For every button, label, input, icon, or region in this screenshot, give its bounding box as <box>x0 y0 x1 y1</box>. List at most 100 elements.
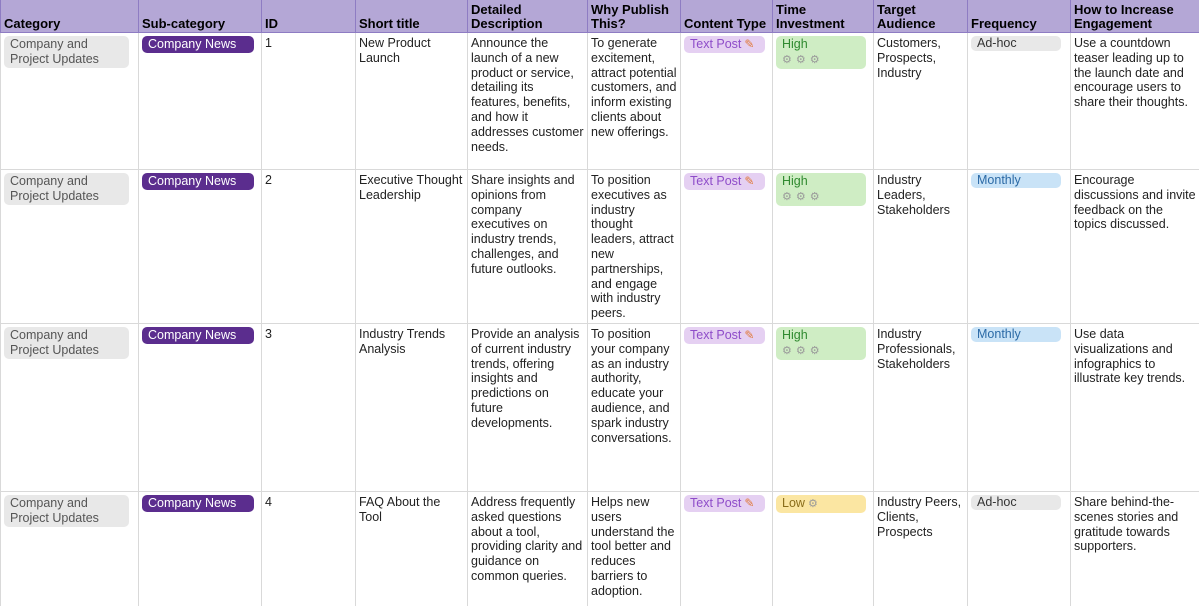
cell-time-investment[interactable]: High ⚙⚙⚙ <box>772 323 874 492</box>
engagement-value: Share behind-the-scenes stories and grat… <box>1074 494 1179 554</box>
header-id[interactable]: ID <box>261 0 356 33</box>
cell-target-audience[interactable]: Industry Peers, Clients, Prospects <box>873 491 968 606</box>
engagement-value: Use a countdown teaser leading up to the… <box>1074 36 1188 110</box>
subcategory-chip[interactable]: Company News <box>142 173 254 190</box>
cell-target-audience[interactable]: Customers, Prospects, Industry <box>873 32 968 170</box>
subcategory-chip[interactable]: Company News <box>142 36 254 53</box>
cell-subcategory[interactable]: Company News <box>138 32 262 170</box>
frequency-chip[interactable]: Monthly <box>971 173 1061 188</box>
cell-id[interactable]: 1 <box>261 32 356 170</box>
cell-content-type[interactable]: Text Post ✎ <box>680 323 773 492</box>
cell-subcategory[interactable]: Company News <box>138 491 262 606</box>
time-investment-label: Low <box>782 495 805 510</box>
cell-target-audience[interactable]: Industry Leaders, Stakeholders <box>873 169 968 324</box>
audience-value: Industry Professionals, Stakeholders <box>877 326 956 371</box>
cell-frequency[interactable]: Monthly <box>967 169 1071 324</box>
frequency-label: Monthly <box>977 173 1021 187</box>
time-investment-label: High <box>782 174 808 188</box>
cell-description[interactable]: Announce the launch of a new product or … <box>467 32 588 170</box>
header-short-title[interactable]: Short title <box>355 0 468 33</box>
header-time-investment[interactable]: Time Investment <box>772 0 874 33</box>
table-row[interactable]: Company and Project Updates Company News… <box>0 32 1199 170</box>
cell-content-type[interactable]: Text Post ✎ <box>680 32 773 170</box>
cell-short-title[interactable]: Executive Thought Leadership <box>355 169 468 324</box>
header-subcategory[interactable]: Sub-category <box>138 0 262 33</box>
cell-category[interactable]: Company and Project Updates <box>0 32 139 170</box>
category-chip[interactable]: Company and Project Updates <box>4 36 129 68</box>
cell-engagement[interactable]: Share behind-the-scenes stories and grat… <box>1070 491 1199 606</box>
cell-frequency[interactable]: Ad-hoc <box>967 491 1071 606</box>
cell-frequency[interactable]: Ad-hoc <box>967 32 1071 170</box>
time-investment-chip[interactable]: High ⚙⚙⚙ <box>776 326 866 360</box>
cell-subcategory[interactable]: Company News <box>138 169 262 324</box>
cell-short-title[interactable]: Industry Trends Analysis <box>355 323 468 492</box>
header-why-publish[interactable]: Why Publish This? <box>587 0 681 33</box>
cell-short-title[interactable]: FAQ About the Tool <box>355 491 468 606</box>
cell-description[interactable]: Share insights and opinions from company… <box>467 169 588 324</box>
cell-engagement[interactable]: Encourage discussions and invite feedbac… <box>1070 169 1199 324</box>
cell-short-title[interactable]: New Product Launch <box>355 32 468 170</box>
header-category[interactable]: Category <box>0 0 139 33</box>
content-type-chip[interactable]: Text Post ✎ <box>684 494 765 512</box>
content-type-label: Text Post <box>690 37 742 51</box>
cell-category[interactable]: Company and Project Updates <box>0 323 139 492</box>
pencil-icon: ✎ <box>744 327 755 342</box>
short-title-value: Executive Thought Leadership <box>359 173 463 202</box>
frequency-chip[interactable]: Ad-hoc <box>971 494 1061 510</box>
table-row[interactable]: Company and Project Updates Company News… <box>0 323 1199 492</box>
header-content-type[interactable]: Content Type <box>680 0 773 33</box>
time-investment-label: High <box>782 37 808 51</box>
cell-engagement[interactable]: Use data visualizations and infographics… <box>1070 323 1199 492</box>
cell-content-type[interactable]: Text Post ✎ <box>680 169 773 324</box>
category-chip[interactable]: Company and Project Updates <box>4 326 129 359</box>
id-value: 3 <box>265 326 272 341</box>
cell-time-investment[interactable]: High ⚙⚙⚙ <box>772 169 874 324</box>
header-detailed-description[interactable]: Detailed Description <box>467 0 588 33</box>
category-chip[interactable]: Company and Project Updates <box>4 173 129 205</box>
time-investment-chip[interactable]: High ⚙⚙⚙ <box>776 173 866 206</box>
gear-icon: ⚙⚙⚙ <box>782 190 824 203</box>
frequency-chip[interactable]: Monthly <box>971 326 1061 342</box>
cell-frequency[interactable]: Monthly <box>967 323 1071 492</box>
gear-icon: ⚙⚙⚙ <box>782 53 824 66</box>
pencil-icon: ✎ <box>744 37 755 51</box>
cell-id[interactable]: 2 <box>261 169 356 324</box>
id-value: 4 <box>265 494 272 509</box>
id-value: 1 <box>265 36 272 50</box>
cell-why[interactable]: Helps new users understand the tool bett… <box>587 491 681 606</box>
cell-why[interactable]: To position executives as industry thoug… <box>587 169 681 324</box>
table-row[interactable]: Company and Project Updates Company News… <box>0 491 1199 606</box>
header-target-audience[interactable]: Target Audience <box>873 0 968 33</box>
gear-icon: ⚙⚙⚙ <box>782 344 824 357</box>
short-title-value: Industry Trends Analysis <box>359 326 446 356</box>
short-title-value: New Product Launch <box>359 36 431 65</box>
cell-category[interactable]: Company and Project Updates <box>0 169 139 324</box>
time-investment-chip[interactable]: High ⚙⚙⚙ <box>776 36 866 69</box>
content-type-chip[interactable]: Text Post ✎ <box>684 326 765 344</box>
content-type-chip[interactable]: Text Post ✎ <box>684 36 765 53</box>
header-frequency[interactable]: Frequency <box>967 0 1071 33</box>
cell-description[interactable]: Provide an analysis of current industry … <box>467 323 588 492</box>
cell-engagement[interactable]: Use a countdown teaser leading up to the… <box>1070 32 1199 170</box>
cell-subcategory[interactable]: Company News <box>138 323 262 492</box>
subcategory-chip[interactable]: Company News <box>142 494 254 512</box>
cell-why[interactable]: To generate excitement, attract potentia… <box>587 32 681 170</box>
content-type-chip[interactable]: Text Post ✎ <box>684 173 765 190</box>
cell-target-audience[interactable]: Industry Professionals, Stakeholders <box>873 323 968 492</box>
time-investment-chip[interactable]: Low ⚙ <box>776 494 866 513</box>
content-type-label: Text Post <box>690 495 742 510</box>
category-chip[interactable]: Company and Project Updates <box>4 494 129 527</box>
subcategory-chip[interactable]: Company News <box>142 326 254 344</box>
cell-category[interactable]: Company and Project Updates <box>0 491 139 606</box>
cell-content-type[interactable]: Text Post ✎ <box>680 491 773 606</box>
table-row[interactable]: Company and Project Updates Company News… <box>0 169 1199 324</box>
cell-description[interactable]: Address frequently asked questions about… <box>467 491 588 606</box>
header-engagement[interactable]: How to Increase Engagement <box>1070 0 1199 33</box>
cell-why[interactable]: To position your company as an industry … <box>587 323 681 492</box>
cell-id[interactable]: 3 <box>261 323 356 492</box>
cell-time-investment[interactable]: Low ⚙ <box>772 491 874 606</box>
cell-id[interactable]: 4 <box>261 491 356 606</box>
frequency-chip[interactable]: Ad-hoc <box>971 36 1061 51</box>
cell-time-investment[interactable]: High ⚙⚙⚙ <box>772 32 874 170</box>
